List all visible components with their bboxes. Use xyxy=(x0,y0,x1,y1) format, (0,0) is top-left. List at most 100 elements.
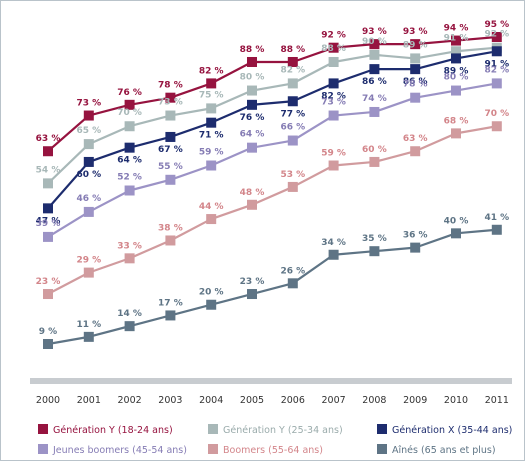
data-point xyxy=(451,53,461,64)
data-point xyxy=(410,146,421,157)
data-point xyxy=(247,199,257,210)
data-point xyxy=(451,128,461,139)
data-point xyxy=(369,246,380,257)
data-point xyxy=(83,267,94,278)
data-point xyxy=(328,249,339,260)
data-label: 82 % xyxy=(199,66,224,76)
data-point xyxy=(410,64,421,75)
data-label: 80 % xyxy=(240,73,265,83)
series-line xyxy=(47,50,497,210)
data-point xyxy=(206,103,217,114)
data-label: 59 % xyxy=(321,149,346,159)
data-point xyxy=(287,181,298,192)
data-point xyxy=(287,135,298,146)
data-label: 33 % xyxy=(117,241,142,251)
data-label: 54 % xyxy=(36,165,61,175)
x-tick-label: 2007 xyxy=(322,395,346,406)
data-point xyxy=(83,110,94,121)
data-label: 9 % xyxy=(39,327,57,337)
data-label: 88 % xyxy=(280,45,305,55)
data-point xyxy=(43,289,53,300)
data-point xyxy=(206,78,217,89)
data-label: 38 % xyxy=(158,223,183,233)
data-label: 36 % xyxy=(403,231,428,241)
data-label: 74 % xyxy=(362,94,387,104)
legend-swatch xyxy=(208,424,218,434)
data-label: 82 % xyxy=(280,65,305,75)
data-label: 47 % xyxy=(36,216,61,226)
data-point xyxy=(328,110,339,121)
series-line xyxy=(47,35,497,153)
data-point xyxy=(247,85,257,96)
legend-swatch xyxy=(38,444,48,454)
data-label: 23 % xyxy=(240,277,265,287)
x-tick-label: 2006 xyxy=(281,395,305,406)
legend-label: Boomers (55-64 ans) xyxy=(223,445,323,456)
data-label: 86 % xyxy=(362,77,387,87)
data-point xyxy=(451,228,461,239)
data-label: 68 % xyxy=(444,116,469,126)
data-label: 73 % xyxy=(321,98,346,108)
legend-swatch xyxy=(208,444,218,454)
x-tick-label: 2003 xyxy=(158,395,182,406)
data-point xyxy=(491,121,502,132)
x-tick-label: 2011 xyxy=(485,395,509,406)
data-label: 75 % xyxy=(199,90,224,100)
data-label: 29 % xyxy=(76,256,101,266)
data-label: 93 % xyxy=(403,27,428,37)
data-label: 88 % xyxy=(240,45,265,55)
data-point xyxy=(124,142,135,153)
data-label: 64 % xyxy=(240,130,265,140)
data-point xyxy=(328,42,339,53)
data-label: 89 % xyxy=(444,66,469,76)
data-label: 59 % xyxy=(199,148,224,158)
data-point xyxy=(124,253,135,264)
data-point xyxy=(206,299,217,310)
data-label: 94 % xyxy=(444,24,469,34)
data-label: 70 % xyxy=(484,109,509,119)
data-label: 73 % xyxy=(158,98,183,108)
data-label: 60 % xyxy=(76,170,101,180)
data-label: 76 % xyxy=(117,88,142,98)
data-point xyxy=(124,121,135,132)
data-label: 67 % xyxy=(158,145,183,155)
data-point xyxy=(410,92,421,103)
x-tick-label: 2001 xyxy=(77,395,101,406)
data-point xyxy=(328,78,339,89)
data-point xyxy=(369,106,380,117)
data-label: 64 % xyxy=(117,156,142,166)
data-label: 11 % xyxy=(76,320,101,330)
data-point xyxy=(287,78,298,89)
legend-swatch xyxy=(377,444,387,454)
data-point xyxy=(369,49,380,60)
x-tick-label: 2000 xyxy=(36,395,60,406)
data-label: 93 % xyxy=(362,27,387,37)
data-point xyxy=(369,39,380,50)
data-point xyxy=(43,146,53,157)
data-point xyxy=(83,331,94,342)
data-point xyxy=(206,160,217,171)
data-point xyxy=(165,110,176,121)
series-line xyxy=(47,125,497,295)
data-label: 82 % xyxy=(321,91,346,101)
data-point xyxy=(43,178,53,189)
data-point xyxy=(491,46,502,57)
data-label: 92 % xyxy=(321,31,346,41)
data-label: 41 % xyxy=(484,213,509,223)
data-label: 91 % xyxy=(444,33,469,43)
data-label: 17 % xyxy=(158,298,183,308)
data-point xyxy=(491,32,502,42)
data-point xyxy=(247,289,257,300)
data-point xyxy=(83,156,94,167)
data-label: 44 % xyxy=(199,202,224,212)
data-point xyxy=(165,92,176,103)
data-point xyxy=(451,85,461,96)
data-label: 78 % xyxy=(158,81,183,91)
data-label: 63 % xyxy=(403,134,428,144)
data-point xyxy=(287,278,298,289)
data-label: 48 % xyxy=(240,188,265,198)
data-label: 90 % xyxy=(362,37,387,47)
data-label: 40 % xyxy=(444,216,469,226)
data-label: 20 % xyxy=(199,288,224,298)
series-line xyxy=(47,46,497,185)
